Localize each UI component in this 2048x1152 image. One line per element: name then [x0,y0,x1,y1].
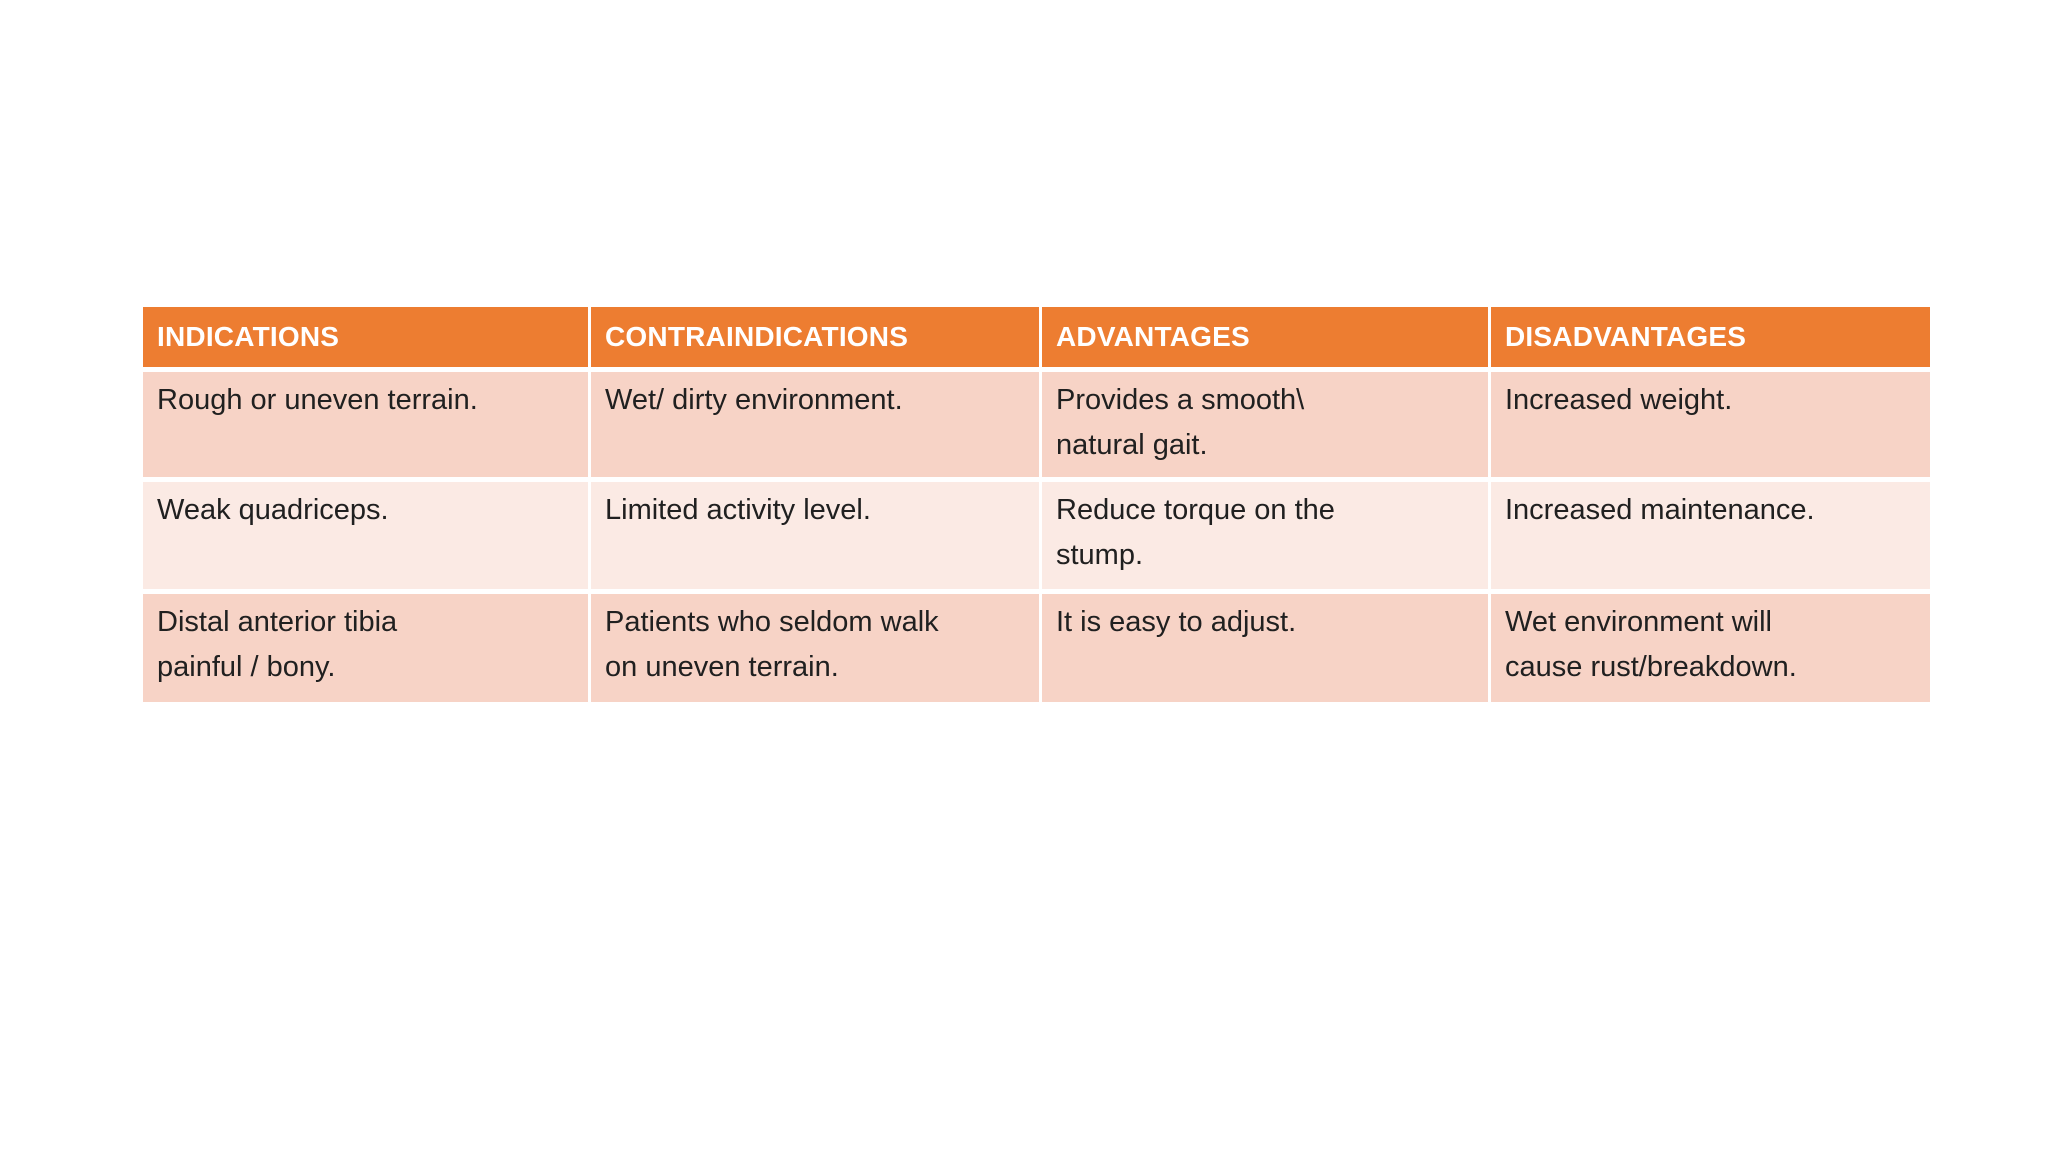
cell-r1-contraindications: Wet/ dirty environment. [591,372,1039,477]
cell-r2-disadvantages: Increased maintenance. [1491,482,1930,589]
column-header-indications: INDICATIONS [143,307,588,367]
cell-r3-indications: Distal anterior tibia painful / bony. [143,594,588,702]
cell-r3-disadvantages: Wet environment will cause rust/breakdow… [1491,594,1930,702]
cell-r1-advantages: Provides a smooth\ natural gait. [1042,372,1488,477]
column-header-label: INDICATIONS [157,321,340,352]
column-header-disadvantages: DISADVANTAGES [1491,307,1930,367]
column-header-label: CONTRAINDICATIONS [605,321,909,352]
comparison-table: INDICATIONS CONTRAINDICATIONS ADVANTAGES… [143,307,1930,702]
cell-r3-advantages: It is easy to adjust. [1042,594,1488,702]
column-header-contraindications: CONTRAINDICATIONS [591,307,1039,367]
cell-r2-advantages: Reduce torque on the stump. [1042,482,1488,589]
cell-r1-indications: Rough or uneven terrain. [143,372,588,477]
cell-r1-disadvantages: Increased weight. [1491,372,1930,477]
cell-r2-contraindications: Limited activity level. [591,482,1039,589]
cell-r2-indications: Weak quadriceps. [143,482,588,589]
column-header-label: DISADVANTAGES [1505,321,1747,352]
cell-r3-contraindications: Patients who seldom walk on uneven terra… [591,594,1039,702]
column-header-advantages: ADVANTAGES [1042,307,1488,367]
column-header-label: ADVANTAGES [1056,321,1250,352]
